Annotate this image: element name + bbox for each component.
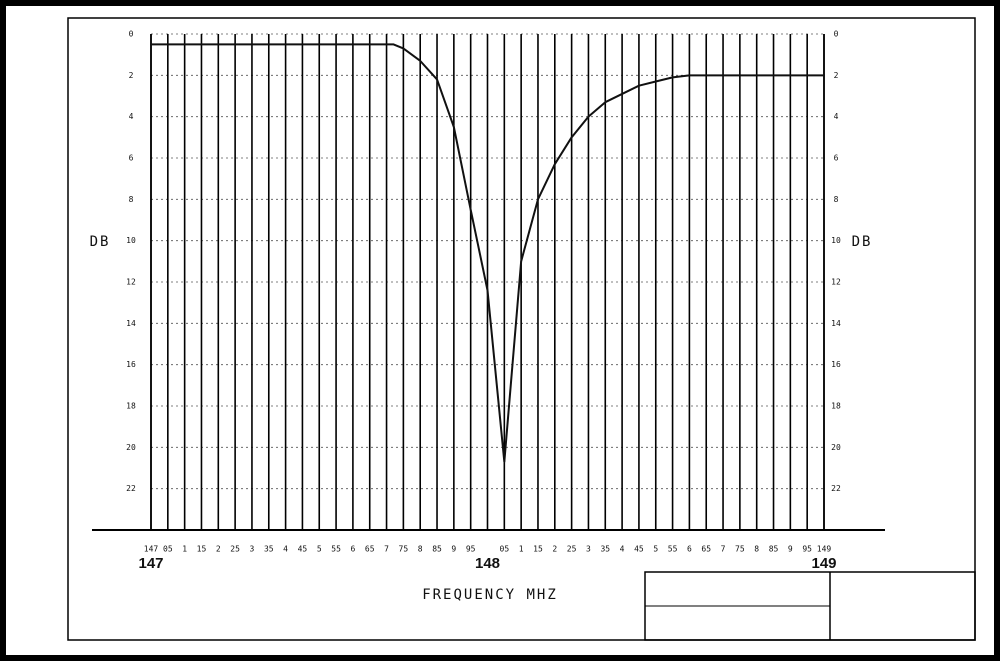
x-tick-label: 5 [653,545,658,554]
x-axis-label: FREQUENCY MHZ [422,587,558,603]
x-tick-label: 3 [250,545,255,554]
x-major-label: 148 [475,555,500,572]
x-tick-label: 65 [365,545,375,554]
x-tick-label: 45 [298,545,308,554]
y2-axis-label: DB [852,234,873,250]
y-tick-label: 0 [129,30,134,39]
y-tick-label: 16 [126,360,136,369]
x-tick-label: 3 [586,545,591,554]
x-tick-label: 95 [466,545,476,554]
y-tick-label: 20 [126,443,136,452]
x-tick-label: 1 [519,545,524,554]
y-axis-label: DB [90,234,111,250]
y2-tick-label: 10 [831,236,841,245]
y-tick-label: 6 [129,154,134,163]
x-tick-label: 35 [264,545,274,554]
x-tick-label: 6 [350,545,355,554]
x-tick-label: 7 [721,545,726,554]
x-tick-label: 4 [283,545,288,554]
x-tick-label: 55 [668,545,678,554]
y-tick-label: 10 [126,236,136,245]
y2-tick-label: 20 [831,443,841,452]
inner-frame [67,17,976,641]
x-tick-label: 9 [788,545,793,554]
x-tick-label: 05 [500,545,510,554]
y2-tick-label: 0 [834,30,839,39]
x-tick-label: 5 [317,545,322,554]
response-curve [151,43,824,463]
x-tick-label: 75 [735,545,745,554]
y-tick-label: 8 [129,195,134,204]
x-tick-label: 7 [384,545,389,554]
x-tick-label: 149 [817,545,832,554]
x-major-label: 147 [138,555,163,572]
x-major-label: 149 [811,555,836,572]
y2-tick-label: 18 [831,402,841,411]
y-tick-label: 2 [129,71,134,80]
x-tick-label: 25 [567,545,577,554]
y-tick-label: 4 [129,112,134,121]
x-tick-label: 55 [331,545,341,554]
x-tick-label: 2 [552,545,557,554]
x-tick-label: 45 [634,545,644,554]
x-tick-label: 85 [432,545,442,554]
y2-tick-label: 6 [834,154,839,163]
x-tick-label: 05 [163,545,173,554]
y2-tick-label: 4 [834,112,839,121]
x-tick-label: 9 [451,545,456,554]
x-tick-label: 2 [216,545,221,554]
y2-tick-label: 12 [831,278,841,287]
x-tick-label: 6 [687,545,692,554]
x-tick-label: 4 [620,545,625,554]
x-tick-label: 95 [802,545,812,554]
x-tick-label: 25 [230,545,240,554]
x-tick-label: 75 [399,545,409,554]
x-tick-label: 15 [197,545,207,554]
y2-tick-label: 8 [834,195,839,204]
y2-tick-label: 2 [834,71,839,80]
x-tick-label: 147 [144,545,159,554]
x-tick-label: 85 [769,545,779,554]
x-tick-label: 15 [533,545,543,554]
y2-tick-label: 16 [831,360,841,369]
y-tick-label: 12 [126,278,136,287]
y-tick-label: 18 [126,402,136,411]
x-tick-label: 8 [754,545,759,554]
y-tick-label: 22 [126,484,136,493]
x-tick-label: 65 [701,545,711,554]
x-tick-label: 1 [182,545,187,554]
y2-tick-label: 22 [831,484,841,493]
x-tick-label: 8 [418,545,423,554]
x-tick-label: 35 [600,545,610,554]
y2-tick-label: 14 [831,319,841,328]
y-tick-label: 14 [126,319,136,328]
